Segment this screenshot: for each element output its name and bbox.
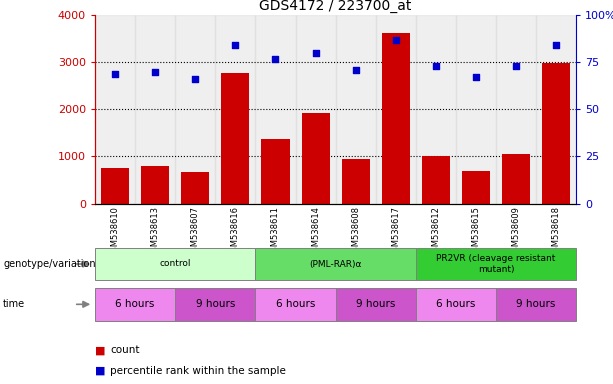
Bar — [95, 288, 175, 321]
Bar — [135, 15, 175, 204]
Text: percentile rank within the sample: percentile rank within the sample — [110, 366, 286, 376]
Point — [270, 56, 280, 62]
Bar — [215, 15, 256, 204]
Text: 9 hours: 9 hours — [516, 299, 556, 310]
Point — [391, 37, 401, 43]
Text: time: time — [3, 299, 25, 310]
Bar — [422, 156, 450, 204]
Bar — [462, 170, 490, 204]
Point — [351, 67, 360, 73]
Bar — [175, 15, 215, 204]
Bar — [295, 15, 336, 204]
Point — [150, 69, 160, 75]
Bar — [502, 154, 530, 204]
Text: 6 hours: 6 hours — [436, 299, 476, 310]
Bar — [181, 172, 209, 204]
Bar — [382, 33, 410, 204]
Text: 6 hours: 6 hours — [276, 299, 315, 310]
Text: genotype/variation: genotype/variation — [3, 259, 96, 269]
Bar — [416, 288, 496, 321]
Bar — [256, 15, 295, 204]
Text: 9 hours: 9 hours — [196, 299, 235, 310]
Bar — [261, 139, 289, 204]
Bar — [496, 288, 576, 321]
Title: GDS4172 / 223700_at: GDS4172 / 223700_at — [259, 0, 412, 13]
Bar — [341, 159, 370, 204]
Point — [551, 42, 561, 48]
Text: PR2VR (cleavage resistant
mutant): PR2VR (cleavage resistant mutant) — [436, 254, 556, 274]
Bar — [302, 113, 330, 204]
Bar — [101, 168, 129, 204]
Text: (PML-RAR)α: (PML-RAR)α — [310, 260, 362, 268]
Point — [471, 74, 481, 81]
Point — [511, 63, 521, 69]
Bar — [95, 15, 135, 204]
Bar — [416, 248, 576, 280]
Text: 6 hours: 6 hours — [115, 299, 155, 310]
Bar — [95, 248, 256, 280]
Bar — [221, 73, 249, 204]
Bar — [536, 15, 576, 204]
Bar — [542, 63, 570, 204]
Bar — [416, 15, 456, 204]
Point — [311, 50, 321, 56]
Text: 9 hours: 9 hours — [356, 299, 395, 310]
Point — [431, 63, 441, 69]
Text: ■: ■ — [95, 345, 105, 355]
Bar — [175, 288, 256, 321]
Point — [191, 76, 200, 83]
Bar — [256, 288, 336, 321]
Point — [110, 71, 120, 77]
Text: control: control — [159, 260, 191, 268]
Bar — [256, 248, 416, 280]
Point — [230, 42, 240, 48]
Text: count: count — [110, 345, 140, 355]
Text: ■: ■ — [95, 366, 105, 376]
Bar — [376, 15, 416, 204]
Bar — [336, 288, 416, 321]
Bar — [456, 15, 496, 204]
Bar — [496, 15, 536, 204]
Bar — [336, 15, 376, 204]
Bar — [141, 166, 169, 204]
